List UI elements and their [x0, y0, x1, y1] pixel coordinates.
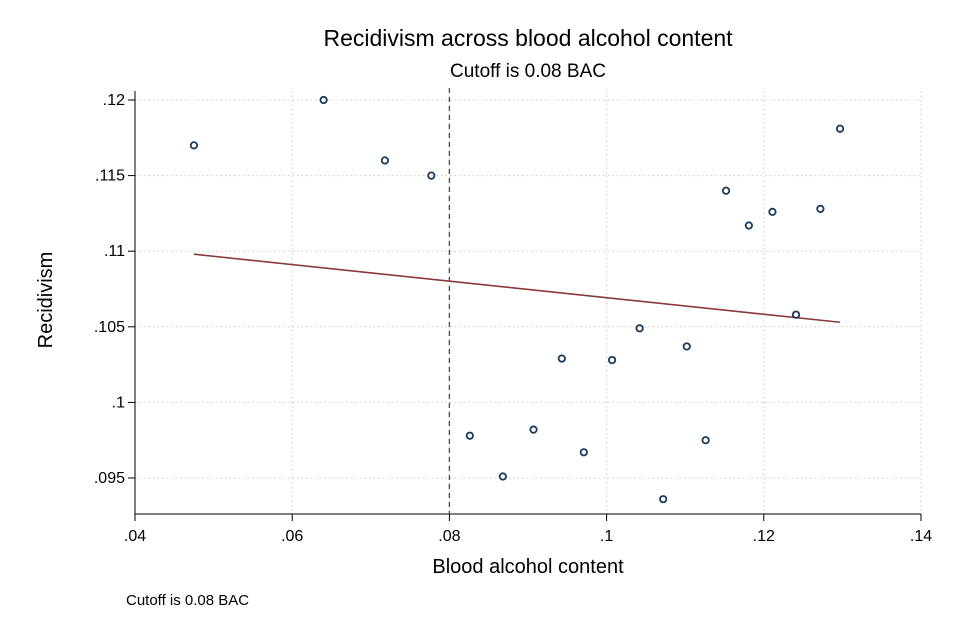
x-tick-label: .1 — [600, 528, 613, 545]
fit-line — [193, 253, 841, 324]
footnote: Cutoff is 0.08 BAC — [126, 592, 250, 609]
data-point — [635, 324, 644, 333]
data-point — [768, 207, 777, 216]
data-point — [557, 354, 566, 363]
data-point — [579, 448, 588, 457]
x-axis-title: Blood alcohol content — [432, 556, 624, 578]
data-point — [701, 436, 710, 445]
data-point — [835, 124, 845, 133]
y-tick-label: .1 — [112, 394, 125, 411]
x-tick-label: .14 — [910, 528, 932, 545]
axes — [128, 91, 922, 521]
tick-labels: .095 .1 .105 .11 .115 .12 .04 .06 .08 .1 .12 .14 — [94, 92, 932, 545]
y-tick-label: .11 — [104, 243, 125, 260]
data-point — [791, 310, 801, 319]
y-axis-title: Recidivism — [35, 252, 57, 349]
data-point — [319, 95, 328, 105]
x-tick-label: .04 — [124, 528, 146, 545]
data-point — [682, 342, 691, 351]
chart-subtitle: Cutoff is 0.08 BAC — [450, 61, 606, 82]
y-tick-label: .095 — [94, 470, 125, 487]
data-point — [380, 156, 390, 165]
x-tick-label: .12 — [753, 528, 775, 545]
data-point — [427, 171, 436, 180]
fitted-line — [193, 253, 841, 324]
data-point — [608, 355, 617, 365]
data-point — [744, 221, 753, 230]
y-tick-label: .12 — [103, 92, 125, 109]
chart-title: Recidivism across blood alcohol content — [323, 25, 733, 51]
x-tick-label: .06 — [281, 528, 303, 545]
y-tick-label: .105 — [94, 319, 125, 336]
x-tick-label: .08 — [438, 528, 460, 545]
data-point — [189, 141, 199, 150]
gridlines — [135, 91, 922, 514]
data-point — [529, 425, 538, 434]
data-point — [816, 204, 825, 213]
data-points — [189, 95, 845, 504]
data-point — [498, 472, 507, 481]
data-point — [721, 186, 731, 195]
data-point — [465, 431, 474, 440]
y-tick-label: .115 — [95, 168, 125, 185]
data-point — [659, 495, 668, 504]
